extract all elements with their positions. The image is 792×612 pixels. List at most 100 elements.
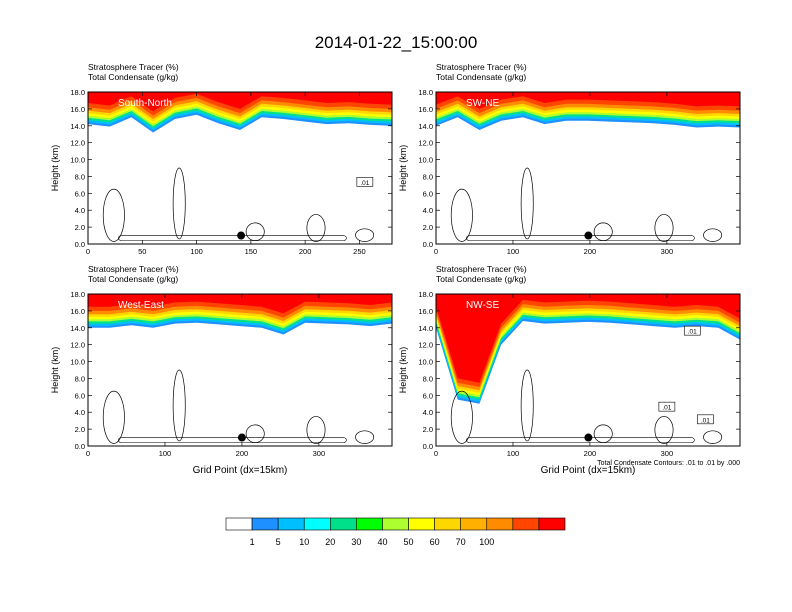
tracer-band-9 <box>436 92 740 109</box>
x-tick-label: 200 <box>236 449 249 458</box>
location-marker <box>237 231 246 240</box>
colorbar-cell <box>356 517 383 531</box>
tracer-band-9 <box>88 92 392 112</box>
x-tick-label: 200 <box>584 247 597 256</box>
colorbar-label: 10 <box>299 537 309 547</box>
panel-header-line: Stratosphere Tracer (%) <box>436 264 527 274</box>
x-axis-label: Grid Point (dx=15km) <box>541 465 636 476</box>
y-tick-label: 14.0 <box>70 122 85 131</box>
condensate-contour <box>355 430 375 444</box>
condensate-contour <box>654 416 674 444</box>
y-tick-label: 4.0 <box>423 206 433 215</box>
panel-west-east: Stratosphere Tracer (%)Total Condensate … <box>50 264 393 476</box>
figure-title: 2014-01-22_15:00:00 <box>314 33 478 52</box>
condensate-contour <box>355 228 375 242</box>
panel-header-line: Stratosphere Tracer (%) <box>88 62 179 72</box>
colorbar-cell <box>330 517 357 531</box>
colorbar-label: 20 <box>325 537 335 547</box>
panel-south-north: Stratosphere Tracer (%)Total Condensate … <box>50 62 393 256</box>
y-tick-label: 8.0 <box>75 172 85 181</box>
y-tick-label: 14.0 <box>418 324 433 333</box>
location-marker <box>584 433 593 442</box>
x-tick-label: 100 <box>507 449 520 458</box>
colorbar-cell <box>460 517 488 531</box>
colorbar-label: 5 <box>276 537 281 547</box>
y-tick-label: 0.0 <box>423 240 433 249</box>
colorbar-label: 1 <box>250 537 255 547</box>
contour-footnote: Total Condensate Contours: .01 to .01 by… <box>597 460 740 467</box>
contour-label: .01 <box>688 329 697 336</box>
x-tick-label: 50 <box>138 247 146 256</box>
y-axis-label: Height (km) <box>50 347 60 394</box>
condensate-contour <box>466 437 695 443</box>
y-tick-label: 12.0 <box>418 139 433 148</box>
colorbar: 1 5 10 20 30 40 50 60 70 100 <box>225 517 566 547</box>
y-tick-label: 8.0 <box>75 374 85 383</box>
condensate-contour <box>466 235 695 241</box>
colorbar-cell <box>303 517 331 531</box>
y-tick-label: 2.0 <box>75 425 85 434</box>
x-axis-label: Grid Point (dx=15km) <box>193 465 288 476</box>
x-tick-label: 100 <box>190 247 203 256</box>
x-tick-label: 0 <box>86 449 90 458</box>
x-tick-label: 300 <box>661 247 674 256</box>
x-tick-label: 0 <box>86 247 90 256</box>
contour-label-box <box>356 177 374 187</box>
panel-sw-ne: Stratosphere Tracer (%)Total Condensate … <box>398 62 741 256</box>
y-tick-label: 2.0 <box>75 223 85 232</box>
panel-nw-se: Stratosphere Tracer (%) Total Condensate … <box>398 264 741 476</box>
colorbar-cell <box>538 517 566 531</box>
colorbar-cell <box>408 517 435 531</box>
colorbar-cell <box>434 517 461 531</box>
y-tick-label: 10.0 <box>70 156 85 165</box>
panel-label: South-North <box>118 98 172 109</box>
y-tick-label: 18.0 <box>70 290 85 299</box>
panel-header-line: Total Condensate (g/kg) <box>436 72 526 82</box>
x-tick-label: 0 <box>434 247 438 256</box>
x-tick-label: 300 <box>313 449 326 458</box>
y-tick-label: 0.0 <box>423 442 433 451</box>
condensate-contour <box>520 167 534 240</box>
condensate-contour <box>703 430 723 444</box>
tracer-band-9 <box>88 294 392 314</box>
colorbar-label: 30 <box>351 537 361 547</box>
y-tick-label: 16.0 <box>70 307 85 316</box>
tracer-band-7 <box>436 294 740 391</box>
tracer-band-9 <box>436 294 740 383</box>
y-axis-label: Height (km) <box>398 347 408 394</box>
panel-header-line: Stratosphere Tracer (%) <box>436 62 527 72</box>
plot-frame <box>435 91 741 245</box>
plot-area <box>88 294 392 446</box>
y-tick-label: 0.0 <box>75 442 85 451</box>
y-tick-label: 16.0 <box>70 105 85 114</box>
contour-label: .01 <box>701 417 710 424</box>
y-tick-label: 12.0 <box>418 341 433 350</box>
x-tick-label: 300 <box>661 449 674 458</box>
colorbar-cell <box>225 517 253 531</box>
colorbar-label: 100 <box>479 537 494 547</box>
x-tick-label: 150 <box>245 247 258 256</box>
y-tick-label: 8.0 <box>423 172 433 181</box>
y-tick-label: 6.0 <box>75 189 85 198</box>
colorbar-cell <box>251 517 279 531</box>
x-tick-label: 100 <box>159 449 172 458</box>
y-tick-label: 10.0 <box>418 358 433 367</box>
y-axis-label: Height (km) <box>50 145 60 192</box>
colorbar-label: 60 <box>430 537 440 547</box>
x-tick-label: 0 <box>434 449 438 458</box>
condensate-contour <box>654 214 674 242</box>
y-tick-label: 14.0 <box>70 324 85 333</box>
plot-frame <box>87 91 393 245</box>
condensate-contour <box>102 188 125 242</box>
y-tick-label: 10.0 <box>70 358 85 367</box>
location-marker <box>584 231 593 240</box>
panel-label: West-East <box>118 300 164 311</box>
y-tick-label: 6.0 <box>423 391 433 400</box>
y-tick-label: 12.0 <box>70 341 85 350</box>
condensate-contour <box>118 235 347 241</box>
y-tick-label: 6.0 <box>423 189 433 198</box>
colorbar-label: 50 <box>404 537 414 547</box>
x-tick-label: 250 <box>353 247 366 256</box>
y-tick-label: 18.0 <box>70 88 85 97</box>
